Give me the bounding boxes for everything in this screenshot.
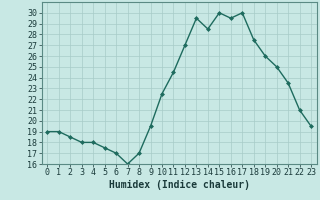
X-axis label: Humidex (Indice chaleur): Humidex (Indice chaleur) [109, 180, 250, 190]
